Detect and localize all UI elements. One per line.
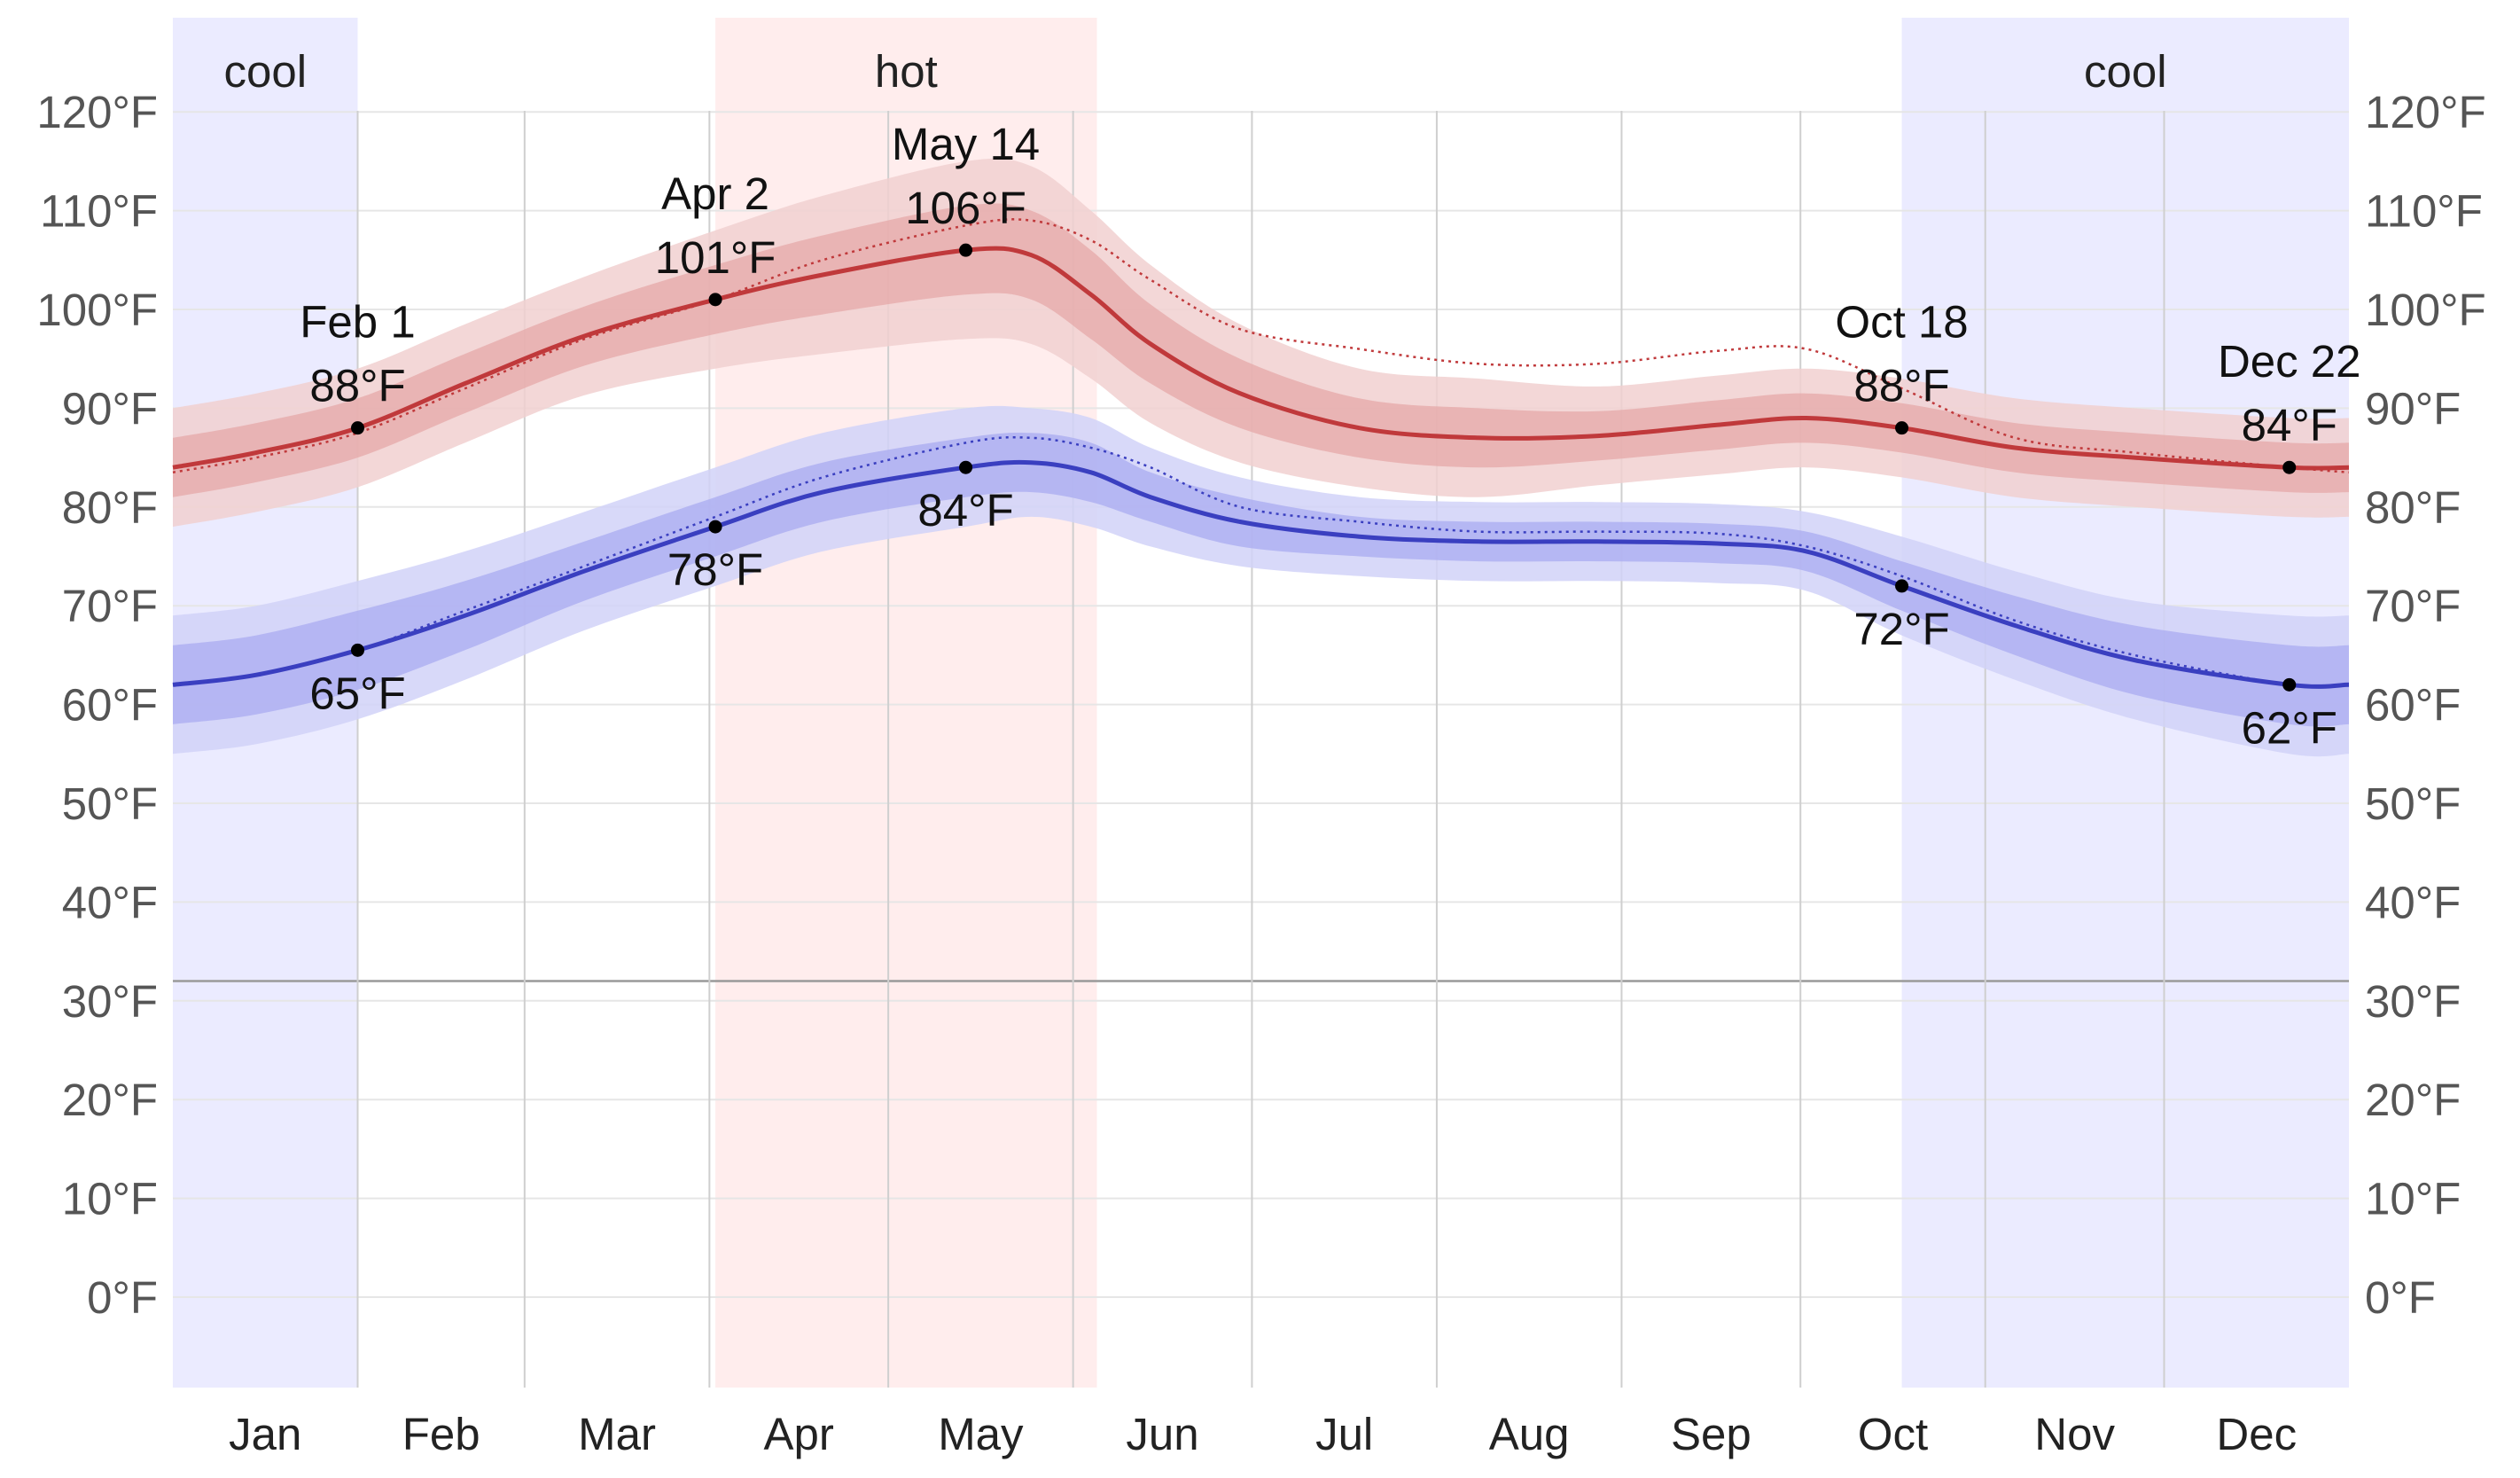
- y-tick-label-right: 110°F: [2365, 186, 2483, 237]
- y-tick-label-right: 20°F: [2365, 1075, 2461, 1125]
- annotation-value: 106°F: [905, 183, 1026, 233]
- month-label: Aug: [1489, 1409, 1570, 1459]
- y-tick-label-right: 60°F: [2365, 680, 2461, 731]
- x-axis-months: Jan Feb Mar Apr May Jun Jul Aug Sep Oct Nov Dec: [229, 1409, 2297, 1459]
- annotation-value: 72°F: [1853, 604, 1949, 654]
- month-label: Nov: [2034, 1409, 2115, 1459]
- y-tick-label-left: 90°F: [62, 383, 158, 434]
- series-line-average-high: [172, 246, 2350, 471]
- annotation-date: Dec 22: [2218, 336, 2361, 387]
- y-tick-label-right: 80°F: [2365, 482, 2461, 533]
- data-point: [959, 460, 973, 474]
- month-label: Jun: [1126, 1409, 1198, 1459]
- data-point: [959, 243, 973, 257]
- annotation-date: Apr 2: [661, 168, 769, 219]
- season-label-cool: cool: [223, 46, 307, 97]
- y-tick-label-right: 120°F: [2365, 87, 2486, 137]
- data-point: [351, 421, 365, 435]
- y-tick-label-right: 30°F: [2365, 976, 2461, 1027]
- data-point: [708, 520, 722, 534]
- annotation-value: 62°F: [2242, 702, 2337, 753]
- y-tick-label-right: 70°F: [2365, 581, 2461, 631]
- series-lines: [172, 218, 2350, 689]
- data-point: [1895, 579, 1909, 593]
- y-tick-label-left: 100°F: [36, 285, 158, 335]
- annotation-value: 65°F: [309, 668, 405, 718]
- season-label-cool: cool: [2084, 46, 2167, 97]
- y-tick-label-left: 60°F: [62, 680, 158, 731]
- annotation-value: 84°F: [2242, 400, 2337, 450]
- y-tick-label-left: 20°F: [62, 1075, 158, 1125]
- y-axis-ticks: 0°F 0°F 10°F 10°F 20°F 20°F 30°F 30°F 40°F 40°F 50…: [36, 87, 2485, 1323]
- percentile-bands: [173, 158, 2349, 757]
- y-tick-label-left: 70°F: [62, 581, 158, 631]
- annotations: 88°F Feb 1 101°F Apr 2 106°F May 14 88°F Oct 18…: [300, 119, 2360, 753]
- annotation-value: 101°F: [655, 232, 776, 283]
- low-inner-band: [173, 432, 2349, 727]
- series-line-average-low: [172, 459, 2350, 689]
- y-tick-label-right: 40°F: [2365, 877, 2461, 927]
- y-tick-label-left: 30°F: [62, 976, 158, 1027]
- season-label-hot: hot: [875, 46, 938, 97]
- y-tick-label-left: 110°F: [40, 186, 158, 237]
- month-label: Mar: [578, 1409, 656, 1459]
- month-label: May: [938, 1409, 1024, 1459]
- y-tick-label-right: 10°F: [2365, 1174, 2461, 1224]
- data-point: [351, 643, 365, 657]
- data-point: [2282, 677, 2297, 692]
- data-point: [1895, 421, 1909, 435]
- data-point: [708, 293, 722, 307]
- y-tick-label-right: 90°F: [2365, 383, 2461, 434]
- annotation-value: 84°F: [917, 485, 1013, 536]
- y-tick-label-right: 100°F: [2365, 285, 2486, 335]
- y-tick-label-right: 50°F: [2365, 778, 2461, 829]
- y-tick-label-left: 0°F: [87, 1272, 158, 1323]
- annotation-value: 88°F: [1853, 361, 1949, 411]
- month-label: Feb: [402, 1409, 480, 1459]
- y-tick-label-right: 0°F: [2365, 1272, 2436, 1323]
- annotation-date: Feb 1: [300, 297, 415, 348]
- series-line-perceived-low: [172, 435, 2350, 689]
- y-tick-label-left: 40°F: [62, 877, 158, 927]
- month-label: Apr: [764, 1409, 834, 1459]
- month-label: Jan: [229, 1409, 301, 1459]
- y-tick-label-left: 120°F: [36, 87, 158, 137]
- annotation-date: Oct 18: [1835, 297, 1968, 348]
- month-label: Dec: [2216, 1409, 2297, 1459]
- season-bands: cool hot cool: [173, 18, 2349, 1388]
- annotation-value: 88°F: [309, 361, 405, 411]
- low-outer-band: [173, 405, 2349, 757]
- high-inner-band: [173, 203, 2349, 497]
- annotation-date: May 14: [892, 119, 1040, 169]
- y-tick-label-left: 10°F: [62, 1174, 158, 1224]
- y-tick-label-left: 50°F: [62, 778, 158, 829]
- month-label: Jul: [1315, 1409, 1373, 1459]
- month-label: Sep: [1671, 1409, 1752, 1459]
- data-point: [2282, 460, 2297, 474]
- month-label: Oct: [1858, 1409, 1928, 1459]
- series-line-perceived-high: [172, 218, 2350, 474]
- y-tick-label-left: 80°F: [62, 482, 158, 533]
- annotation-value: 78°F: [667, 544, 763, 595]
